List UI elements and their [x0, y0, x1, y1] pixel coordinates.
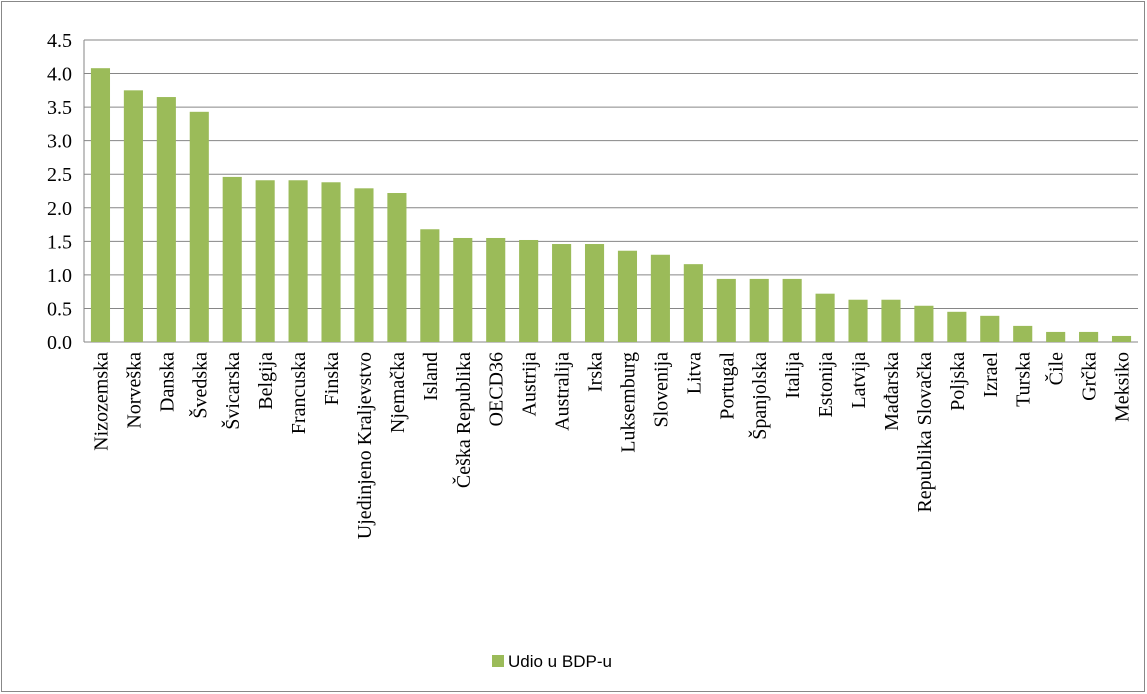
- bar: [453, 237, 473, 342]
- x-tick-label: Danska: [156, 352, 178, 412]
- x-tick-label: Čile: [1044, 352, 1068, 385]
- bar: [749, 278, 769, 342]
- y-tick-label: 3.0: [47, 131, 72, 153]
- x-tick-label: Austrija: [519, 352, 541, 417]
- x-tick-label: Izrael: [980, 352, 1002, 398]
- x-tick-label: Island: [420, 352, 442, 401]
- bar: [947, 311, 967, 342]
- bar: [881, 299, 901, 342]
- x-tick-label: Norveška: [123, 352, 145, 429]
- y-tick-label: 2.5: [47, 164, 72, 186]
- x-tick-label: Francuska: [288, 352, 310, 434]
- bar: [222, 176, 242, 342]
- bar: [1013, 325, 1033, 342]
- bar: [123, 90, 143, 342]
- x-tick-label: Nizozemska: [90, 352, 112, 451]
- bar: [815, 293, 835, 342]
- bar: [255, 180, 275, 342]
- x-tick-label: Republika Slovačka: [914, 352, 936, 513]
- bar: [552, 244, 572, 342]
- bar: [848, 299, 868, 342]
- y-tick-label: 0.5: [47, 298, 72, 320]
- bar: [584, 244, 605, 342]
- x-tick-label: OECD36: [486, 352, 508, 426]
- bar: [1079, 331, 1099, 342]
- bar: [420, 229, 440, 342]
- y-tick-label: 2.0: [47, 198, 72, 220]
- bar: [519, 239, 539, 342]
- bar: [1046, 331, 1066, 342]
- x-tick-label: Portugal: [716, 352, 738, 420]
- x-tick-label: Italija: [782, 352, 804, 399]
- x-tick-label: Meksiko: [1112, 352, 1134, 422]
- x-tick-label: Luksemburg: [617, 352, 639, 453]
- bar: [288, 180, 308, 342]
- bar: [650, 254, 670, 342]
- bar: [189, 111, 209, 342]
- legend-label: Udio u BDP-u: [508, 652, 612, 671]
- x-tick-label: Poljska: [947, 352, 969, 411]
- x-tick-label: Slovenija: [650, 352, 672, 428]
- x-tick-label: Njemačka: [387, 352, 409, 433]
- bar: [980, 315, 1000, 342]
- x-tick-label: Litva: [683, 352, 705, 394]
- y-tick-label: 3.5: [47, 97, 72, 119]
- bar: [914, 305, 934, 342]
- x-tick-label: Latvija: [848, 352, 870, 409]
- x-tick-label: Belgija: [255, 352, 277, 410]
- bar: [716, 278, 736, 342]
- x-tick-label: Australija: [552, 352, 574, 431]
- bar: [1111, 335, 1132, 342]
- x-tick-label: Češka Republika: [451, 352, 475, 488]
- x-tick-label: Španjolska: [747, 352, 771, 440]
- bar: [354, 188, 374, 342]
- x-tick-label: Estonija: [815, 352, 837, 418]
- x-tick-label: Ujedinjeno Kraljevstvo: [354, 352, 376, 539]
- bar: [90, 68, 111, 342]
- x-tick-label: Finska: [321, 352, 343, 405]
- bar: [782, 278, 802, 342]
- x-tick-label: Mađarska: [881, 352, 903, 431]
- bar: [387, 193, 407, 342]
- legend-swatch: [492, 655, 504, 667]
- y-tick-label: 1.5: [47, 231, 72, 253]
- x-tick-label: Švedska: [187, 352, 211, 419]
- bar: [321, 182, 341, 342]
- x-tick-label: Švicarska: [220, 352, 244, 430]
- bar: [617, 250, 638, 342]
- bar: [486, 237, 506, 342]
- y-tick-label: 1.0: [47, 265, 72, 287]
- bar: [683, 264, 703, 342]
- x-tick-label: Grčka: [1079, 352, 1101, 401]
- y-tick-label: 0.0: [47, 332, 72, 354]
- bar: [156, 97, 176, 343]
- x-tick-label: Irska: [585, 352, 607, 392]
- x-tick-label: Turska: [1013, 352, 1035, 407]
- y-tick-label: 4.0: [47, 64, 72, 86]
- y-tick-label: 4.5: [47, 30, 72, 52]
